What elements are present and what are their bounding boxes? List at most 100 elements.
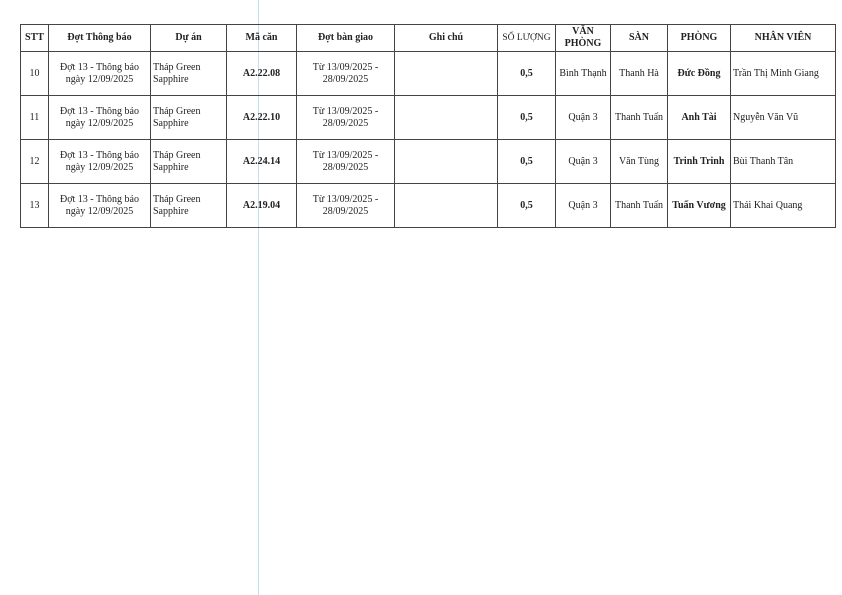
dot-ban-giao-text: Từ 13/09/2025 - xyxy=(312,105,379,117)
scan-artifact-line xyxy=(258,0,259,595)
du-an-text: Tháp Green xyxy=(153,193,201,205)
dot-ban-giao-text: 28/09/2025 xyxy=(322,205,369,217)
nhan-vien-cell: Nguyễn Văn Vũ xyxy=(730,95,836,140)
stt-text: 12 xyxy=(29,155,40,167)
van-phong-text: Bình Thạnh xyxy=(559,67,607,79)
san-cell: Thanh Tuấn xyxy=(610,183,668,228)
ghi-chu-cell xyxy=(394,139,498,184)
dot-thong-bao-text: ngày 12/09/2025 xyxy=(65,161,134,173)
dot-ban-giao-text: Từ 13/09/2025 - xyxy=(312,193,379,205)
nhan-vien-cell: Bùi Thanh Tân xyxy=(730,139,836,184)
ma-can-cell: A2.22.10 xyxy=(226,95,297,140)
stt-text: 11 xyxy=(29,111,40,123)
dot-thong-bao-text: Đợt 13 - Thông báo xyxy=(60,105,139,117)
table-row: 11 Đợt 13 - Thông báo ngày 12/09/2025 Tháp … xyxy=(20,95,836,140)
dot-ban-giao-text: Từ 13/09/2025 - xyxy=(312,149,379,161)
nhan-vien-cell: Thái Khai Quang xyxy=(730,183,836,228)
dot-thong-bao-text: ngày 12/09/2025 xyxy=(65,205,134,217)
du-an-text: Tháp Green xyxy=(153,149,201,161)
ma-can-cell: A2.19.04 xyxy=(226,183,297,228)
so-luong-text: 0,5 xyxy=(520,111,533,123)
stt-text: 13 xyxy=(29,199,40,211)
table-row: 12 Đợt 13 - Thông báo ngày 12/09/2025 Tháp … xyxy=(20,139,836,184)
header-san: SÀN xyxy=(610,24,668,52)
dot-ban-giao-cell: Từ 13/09/2025 -28/09/2025 xyxy=(296,183,395,228)
du-an-text: Tháp Green xyxy=(153,61,201,73)
header-nhan-vien: NHÂN VIÊN xyxy=(730,24,836,52)
du-an-text: Sapphire xyxy=(153,205,189,217)
so-luong-cell: 0,5 xyxy=(497,183,556,228)
du-an-text: Sapphire xyxy=(153,117,189,129)
dot-thong-bao-text: ngày 12/09/2025 xyxy=(65,117,134,129)
header-van-phong: VĂN PHÒNG xyxy=(555,24,611,52)
san-cell: Văn Tùng xyxy=(610,139,668,184)
table-row: 13 Đợt 13 - Thông báo ngày 12/09/2025 Tháp … xyxy=(20,183,836,228)
dot-ban-giao-cell: Từ 13/09/2025 -28/09/2025 xyxy=(296,139,395,184)
stt-cell: 11 xyxy=(20,95,49,140)
dot-thong-bao-text: Đợt 13 - Thông báo xyxy=(60,61,139,73)
dot-ban-giao-text: 28/09/2025 xyxy=(322,161,369,173)
du-an-cell: Tháp Green Sapphire xyxy=(150,51,227,96)
header-dot-thong-bao: Đợt Thông báo xyxy=(48,24,151,52)
dot-thong-bao-cell: Đợt 13 - Thông báo ngày 12/09/2025 xyxy=(48,51,151,96)
ma-can-cell: A2.24.14 xyxy=(226,139,297,184)
header-row: STT Đợt Thông báo Dự án Mã căn Đợt bàn g… xyxy=(20,24,836,52)
van-phong-cell: Bình Thạnh xyxy=(555,51,611,96)
stt-text: 10 xyxy=(29,67,40,79)
header-ghi-chu: Ghi chú xyxy=(394,24,498,52)
so-luong-text: 0,5 xyxy=(520,199,533,211)
phong-text: Trinh Trinh xyxy=(673,155,725,167)
stt-cell: 13 xyxy=(20,183,49,228)
phong-cell: Trinh Trinh xyxy=(667,139,731,184)
san-cell: Thanh Tuấn xyxy=(610,95,668,140)
du-an-text: Sapphire xyxy=(153,161,189,173)
dot-thong-bao-cell: Đợt 13 - Thông báo ngày 12/09/2025 xyxy=(48,95,151,140)
san-cell: Thanh Hà xyxy=(610,51,668,96)
stt-cell: 12 xyxy=(20,139,49,184)
dot-ban-giao-text: 28/09/2025 xyxy=(322,73,369,85)
du-an-cell: Tháp Green Sapphire xyxy=(150,95,227,140)
dot-ban-giao-cell: Từ 13/09/2025 -28/09/2025 xyxy=(296,51,395,96)
ghi-chu-cell xyxy=(394,51,498,96)
san-text: Thanh Tuấn xyxy=(614,199,664,211)
table-row: 10 Đợt 13 - Thông báo ngày 12/09/2025 Tháp … xyxy=(20,51,836,96)
header-ma-can: Mã căn xyxy=(226,24,297,52)
ma-can-text: A2.24.14 xyxy=(242,155,281,167)
header-stt: STT xyxy=(20,24,49,52)
san-text: Thanh Tuấn xyxy=(614,111,664,123)
ma-can-text: A2.19.04 xyxy=(242,199,281,211)
header-du-an: Dự án xyxy=(150,24,227,52)
van-phong-text: Quận 3 xyxy=(568,155,598,167)
san-text: Văn Tùng xyxy=(618,155,660,167)
ma-can-text: A2.22.08 xyxy=(242,67,281,79)
san-text: Thanh Hà xyxy=(619,67,659,79)
nhan-vien-text: Nguyễn Văn Vũ xyxy=(733,111,799,123)
so-luong-text: 0,5 xyxy=(520,155,533,167)
van-phong-cell: Quận 3 xyxy=(555,95,611,140)
phong-cell: Đức Đồng xyxy=(667,51,731,96)
dot-ban-giao-text: Từ 13/09/2025 - xyxy=(312,61,379,73)
dot-thong-bao-text: ngày 12/09/2025 xyxy=(65,73,134,85)
du-an-text: Sapphire xyxy=(153,73,189,85)
van-phong-text: Quận 3 xyxy=(568,111,598,123)
phong-text: Anh Tài xyxy=(681,111,717,123)
van-phong-cell: Quận 3 xyxy=(555,139,611,184)
so-luong-cell: 0,5 xyxy=(497,139,556,184)
nhan-vien-text: Bùi Thanh Tân xyxy=(733,155,794,167)
du-an-cell: Tháp Green Sapphire xyxy=(150,183,227,228)
so-luong-cell: 0,5 xyxy=(497,95,556,140)
ghi-chu-cell xyxy=(394,95,498,140)
dot-thong-bao-text: Đợt 13 - Thông báo xyxy=(60,149,139,161)
dot-ban-giao-text: 28/09/2025 xyxy=(322,117,369,129)
ma-can-text: A2.22.10 xyxy=(242,111,281,123)
ma-can-cell: A2.22.08 xyxy=(226,51,297,96)
du-an-cell: Tháp Green Sapphire xyxy=(150,139,227,184)
phong-cell: Anh Tài xyxy=(667,95,731,140)
dot-thong-bao-text: Đợt 13 - Thông báo xyxy=(60,193,139,205)
stt-cell: 10 xyxy=(20,51,49,96)
header-so-luong: SỐ LƯỢNG xyxy=(497,24,556,52)
nhan-vien-text: Thái Khai Quang xyxy=(733,199,803,211)
dot-thong-bao-cell: Đợt 13 - Thông báo ngày 12/09/2025 xyxy=(48,139,151,184)
so-luong-text: 0,5 xyxy=(520,67,533,79)
dot-ban-giao-cell: Từ 13/09/2025 -28/09/2025 xyxy=(296,95,395,140)
